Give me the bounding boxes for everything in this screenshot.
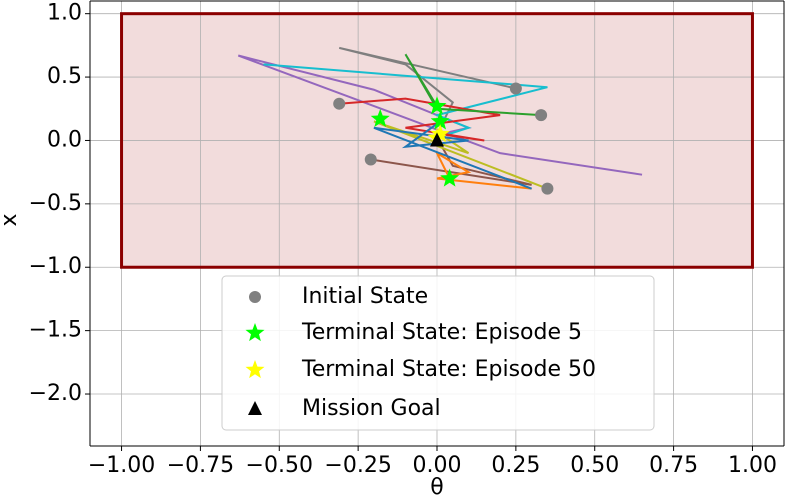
trajectory — [404, 53, 542, 117]
legend-label: Mission Goal — [302, 396, 441, 421]
y-tick-label: −0.5 — [29, 191, 82, 216]
trajectory — [373, 120, 548, 190]
point — [509, 82, 522, 95]
point — [430, 132, 444, 147]
constraint-region-border — [120, 12, 754, 269]
point — [440, 168, 460, 187]
x-tick-label: −0.75 — [167, 453, 234, 478]
x-tick-label: −0.25 — [324, 453, 391, 478]
x-tick-label: −1.00 — [88, 453, 155, 478]
legend-box — [221, 275, 655, 431]
legend-marker — [248, 401, 262, 415]
y-tick-label: −1.0 — [29, 254, 82, 279]
x-tick-label: 0.25 — [491, 453, 540, 478]
legend-label: Terminal State: Episode 50 — [301, 357, 596, 382]
legend-label: Terminal State: Episode 5 — [301, 320, 582, 345]
point — [535, 109, 548, 122]
point — [430, 111, 450, 130]
x-tick-label: 1.00 — [728, 453, 777, 478]
y-axis-label: x — [0, 213, 22, 226]
legend-marker — [249, 291, 261, 303]
point — [370, 108, 390, 127]
point — [430, 124, 450, 143]
trajectory — [434, 150, 532, 190]
trajectory — [263, 63, 548, 139]
x-tick-label: 0.00 — [413, 453, 462, 478]
y-tick-label: 1.0 — [47, 1, 82, 26]
point — [541, 182, 554, 195]
trajectory — [339, 97, 501, 142]
point — [364, 153, 377, 166]
y-tick-label: −2.0 — [29, 381, 82, 406]
x-axis-label: θ — [430, 475, 443, 500]
trajectory — [370, 137, 532, 186]
legend-label: Initial State — [302, 284, 428, 309]
legend-marker — [245, 323, 265, 342]
y-tick-label: 0.5 — [47, 64, 82, 89]
point — [333, 97, 346, 110]
point — [427, 96, 447, 115]
trajectory — [373, 120, 532, 190]
y-tick-label: −1.5 — [29, 318, 82, 343]
x-tick-label: 0.75 — [649, 453, 698, 478]
legend-marker — [245, 360, 265, 379]
y-tick-label: 0.0 — [47, 127, 82, 152]
x-tick-label: 0.50 — [570, 453, 619, 478]
x-tick-label: −0.50 — [246, 453, 313, 478]
